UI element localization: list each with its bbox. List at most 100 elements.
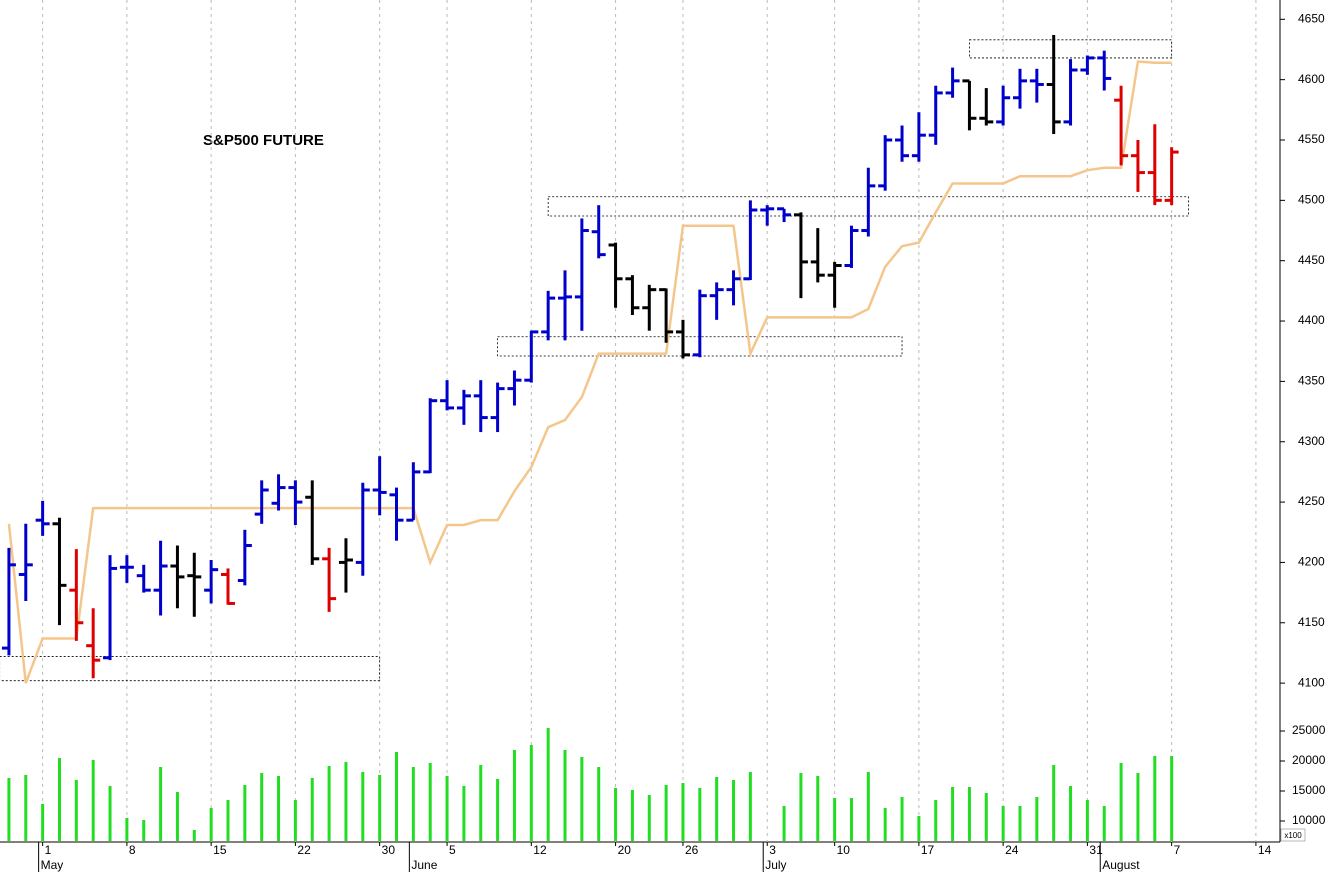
x-tick-label: 17 bbox=[921, 843, 935, 857]
volume-bar bbox=[1102, 806, 1106, 841]
y-tick-label: 4500 bbox=[1298, 193, 1325, 207]
volume-bar bbox=[192, 830, 196, 841]
volume-bar bbox=[1170, 756, 1174, 841]
volume-bar bbox=[1052, 765, 1056, 841]
volume-tick-label: 25000 bbox=[1292, 723, 1326, 737]
volume-bar bbox=[967, 786, 971, 841]
x-tick-label: 3 bbox=[769, 843, 776, 857]
y-tick-label: 4450 bbox=[1298, 253, 1325, 267]
y-tick-label: 4150 bbox=[1298, 615, 1325, 629]
x-tick-label: 1 bbox=[45, 843, 52, 857]
volume-bar bbox=[849, 798, 853, 841]
volume-tick-label: 15000 bbox=[1292, 783, 1326, 797]
volume-bar bbox=[833, 798, 837, 841]
volume-bar bbox=[984, 792, 988, 841]
volume-bar bbox=[41, 804, 45, 841]
volume-bar bbox=[816, 775, 820, 841]
volume-tick-label: 10000 bbox=[1292, 813, 1326, 827]
volume-bar bbox=[310, 777, 314, 841]
volume-bar bbox=[647, 795, 651, 841]
volume-bar bbox=[951, 786, 955, 841]
volume-bar bbox=[462, 786, 466, 841]
volume-bar bbox=[732, 780, 736, 841]
volume-bar bbox=[209, 807, 213, 841]
volume-bar bbox=[159, 766, 163, 841]
volume-bar bbox=[799, 772, 803, 841]
volume-bar bbox=[142, 819, 146, 841]
volume-bar bbox=[512, 750, 516, 841]
x-tick-label: 7 bbox=[1174, 843, 1181, 857]
volume-bar bbox=[1119, 762, 1123, 841]
y-tick-label: 4100 bbox=[1298, 675, 1325, 689]
volume-bar bbox=[630, 789, 634, 841]
y-tick-label: 4600 bbox=[1298, 72, 1325, 86]
volume-bar bbox=[917, 816, 921, 841]
volume-bar bbox=[529, 744, 533, 841]
y-tick-label: 4200 bbox=[1298, 555, 1325, 569]
volume-bar bbox=[91, 759, 95, 841]
volume-bar bbox=[496, 778, 500, 841]
y-tick-label: 4550 bbox=[1298, 132, 1325, 146]
volume-bar bbox=[883, 807, 887, 841]
volume-bar bbox=[715, 777, 719, 841]
volume-bar bbox=[614, 788, 618, 841]
volume-bar bbox=[1136, 772, 1140, 841]
volume-bar bbox=[1035, 797, 1039, 841]
month-label: August bbox=[1102, 858, 1140, 872]
y-tick-label: 4350 bbox=[1298, 374, 1325, 388]
volume-bar bbox=[479, 765, 483, 841]
x-tick-label: 30 bbox=[382, 843, 396, 857]
volume-bar bbox=[597, 766, 601, 841]
volume-bar bbox=[934, 800, 938, 841]
indicator-line bbox=[7, 60, 1172, 684]
volume-bar bbox=[664, 785, 668, 841]
volume-bar bbox=[175, 792, 179, 841]
y-tick-label: 4650 bbox=[1298, 11, 1325, 25]
volume-bar bbox=[344, 762, 348, 841]
month-label: May bbox=[41, 858, 64, 872]
x-tick-label: 26 bbox=[685, 843, 699, 857]
zone bbox=[0, 656, 381, 682]
volume-bar bbox=[681, 783, 685, 841]
volume-bar bbox=[24, 774, 28, 841]
x-tick-label: 5 bbox=[449, 843, 456, 857]
unit-box bbox=[1280, 828, 1306, 842]
volume-bar bbox=[428, 762, 432, 841]
month-label: June bbox=[411, 858, 437, 872]
volume-bar bbox=[580, 756, 584, 841]
volume-bar bbox=[243, 785, 247, 841]
volume-bar bbox=[293, 800, 297, 841]
volume-bar bbox=[1085, 800, 1089, 841]
volume-bar bbox=[546, 727, 550, 841]
volume-bar bbox=[226, 800, 230, 841]
volume-bar bbox=[782, 806, 786, 841]
x-tick-label: 20 bbox=[618, 843, 632, 857]
volume-bar bbox=[7, 777, 11, 841]
volume-bar bbox=[1018, 806, 1022, 841]
volume-tick-label: 20000 bbox=[1292, 753, 1326, 767]
chart-title: S&P500 FUTURE bbox=[203, 132, 324, 149]
x-tick-label: 10 bbox=[837, 843, 851, 857]
x-tick-label: 31 bbox=[1089, 843, 1103, 857]
volume-bar bbox=[125, 818, 129, 841]
y-tick-label: 4300 bbox=[1298, 434, 1325, 448]
volume-bar bbox=[395, 751, 399, 841]
volume-bar bbox=[378, 774, 382, 841]
volume-bar bbox=[74, 780, 78, 841]
month-label: July bbox=[765, 858, 786, 872]
volume-bar bbox=[411, 766, 415, 841]
volume-unit: x100 bbox=[1284, 831, 1302, 840]
volume-bar bbox=[260, 772, 264, 841]
x-tick-label: 12 bbox=[533, 843, 547, 857]
volume-bar bbox=[108, 786, 112, 841]
volume-bar bbox=[57, 757, 61, 841]
volume-bar bbox=[866, 771, 870, 841]
volume-bar bbox=[698, 788, 702, 841]
x-tick-label: 15 bbox=[213, 843, 227, 857]
zone bbox=[969, 39, 1173, 59]
x-tick-label: 8 bbox=[129, 843, 136, 857]
x-tick-label: 24 bbox=[1005, 843, 1019, 857]
y-tick-label: 4250 bbox=[1298, 494, 1325, 508]
